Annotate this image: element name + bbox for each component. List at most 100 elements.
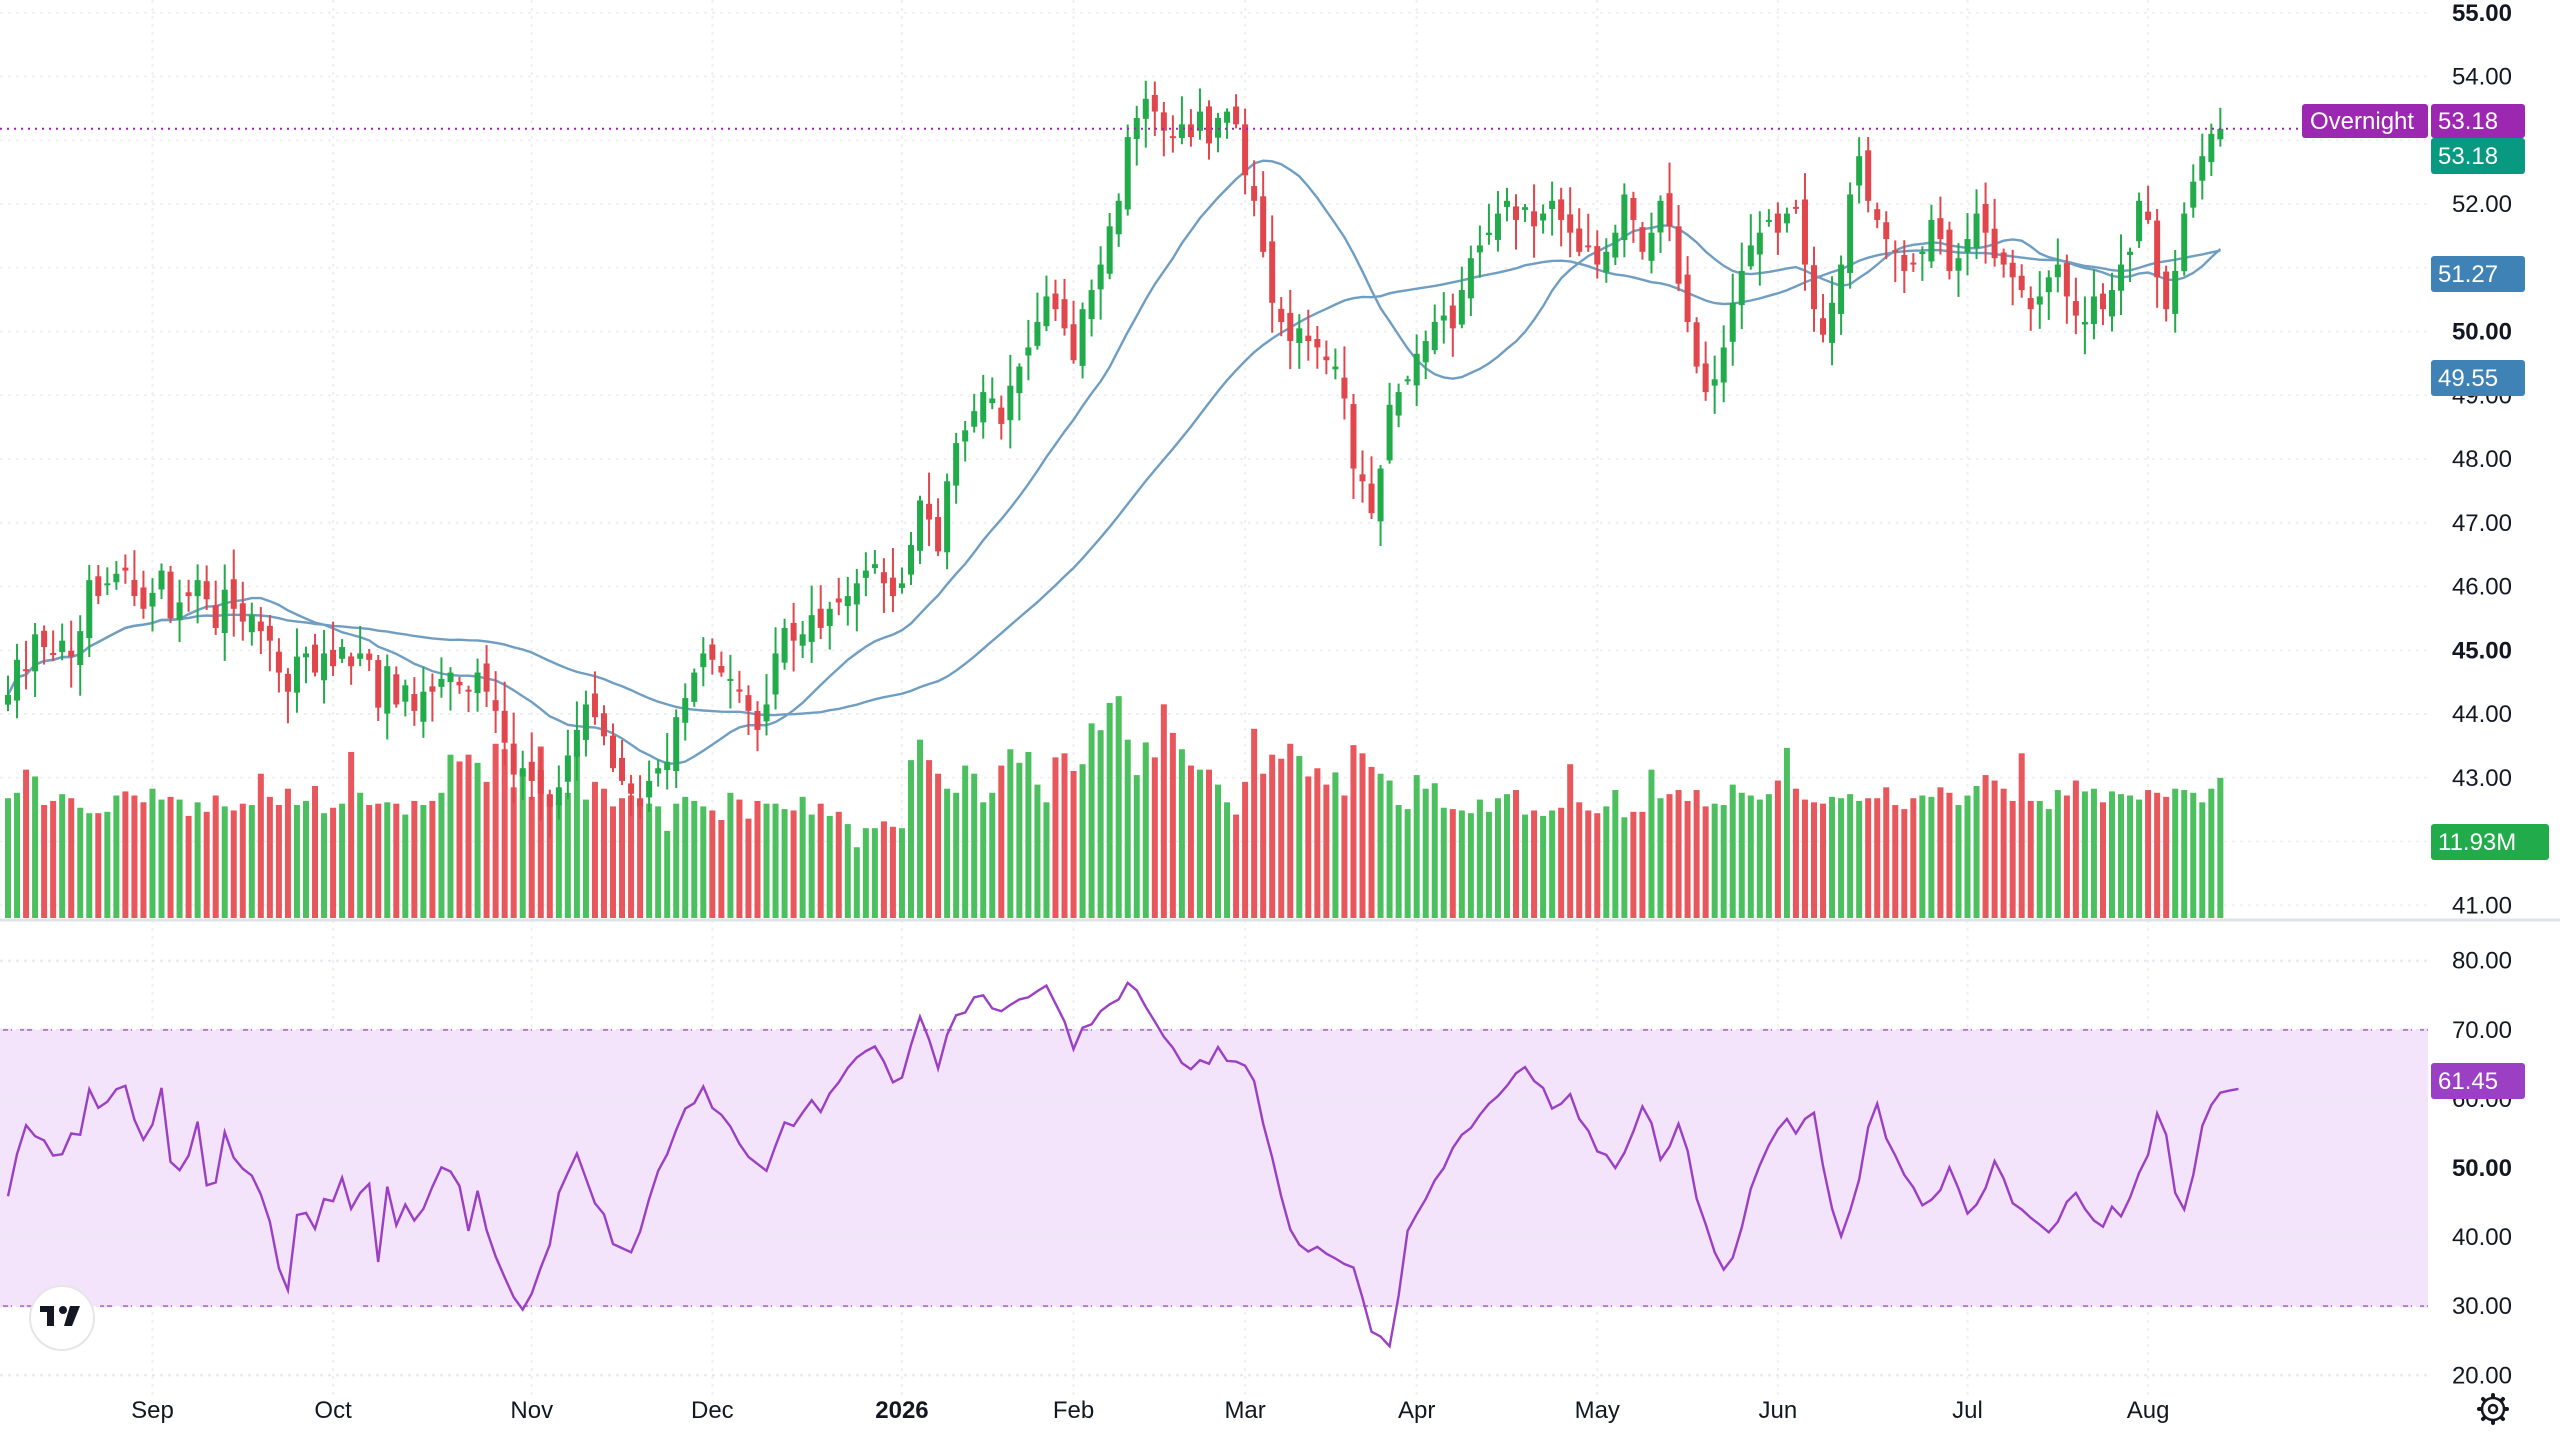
volume-bar xyxy=(302,800,309,918)
candle-body xyxy=(402,685,409,702)
candle-body xyxy=(772,653,779,695)
volume-bars xyxy=(5,696,2224,918)
candle-body xyxy=(321,653,328,681)
volume-bar xyxy=(971,773,978,918)
candle-body xyxy=(1449,305,1456,329)
candle-body xyxy=(1856,156,1863,186)
candle-body xyxy=(790,622,797,641)
rsi-value: 61.45 xyxy=(2438,1068,2498,1095)
candle-body xyxy=(2027,298,2034,310)
candle-body xyxy=(2108,290,2115,317)
volume-bar xyxy=(1458,810,1465,918)
price-axis-label: 55.00 xyxy=(2452,0,2512,27)
candle-body xyxy=(2208,133,2215,163)
candle-body xyxy=(1124,137,1131,210)
volume-bar xyxy=(682,796,689,918)
rsi-axis-label: 50.00 xyxy=(2452,1155,2512,1182)
candle-body xyxy=(1043,296,1050,327)
volume-bar xyxy=(1856,800,1863,918)
overnight-value-bg xyxy=(2431,104,2525,138)
candle-body xyxy=(691,672,698,702)
candle-body xyxy=(817,608,824,628)
volume-bar xyxy=(1792,788,1799,918)
volume-tag: 11.93M xyxy=(2431,824,2549,860)
candle-body xyxy=(1783,213,1790,224)
volume-bar xyxy=(754,800,761,918)
gear-icon[interactable] xyxy=(2477,1393,2509,1425)
candle-body xyxy=(1034,321,1041,346)
tradingview-logo-icon[interactable] xyxy=(29,1285,95,1351)
candle-body xyxy=(700,653,707,668)
candle-body xyxy=(880,572,887,584)
candle-body xyxy=(68,650,75,657)
candle-body xyxy=(1332,366,1339,370)
candle-body xyxy=(2127,251,2134,255)
candle-body xyxy=(447,672,454,683)
volume-bar xyxy=(1513,790,1520,918)
candle-body xyxy=(1025,347,1032,356)
candle-body xyxy=(167,571,174,619)
volume-bar xyxy=(1973,785,1980,918)
candle-body xyxy=(1838,264,1845,314)
ma-slow-tag: 49.55 xyxy=(2431,360,2525,396)
volume-bar xyxy=(2081,791,2088,918)
candle-body xyxy=(1829,302,1836,343)
candle-body xyxy=(1910,262,1917,265)
candle-body xyxy=(754,710,761,730)
candle-body xyxy=(474,672,481,694)
volume-bar xyxy=(1594,813,1601,918)
candle-body xyxy=(158,570,165,590)
volume-bar xyxy=(2217,777,2224,918)
ma-fast-tag: 51.27 xyxy=(2431,256,2525,292)
rsi-band xyxy=(0,1029,2428,1307)
candle-body xyxy=(781,627,788,663)
volume-bar xyxy=(122,791,129,918)
candle-body xyxy=(2009,262,2016,278)
candle-body xyxy=(1494,213,1501,240)
volume-bar xyxy=(2099,802,2106,918)
candle-body xyxy=(1503,200,1510,207)
volume-bar xyxy=(718,820,725,918)
candle-body xyxy=(2000,252,2007,265)
volume-bar xyxy=(1738,792,1745,918)
candle-body xyxy=(483,663,490,692)
volume-bar xyxy=(1829,796,1836,918)
volume-bar xyxy=(1774,780,1781,918)
candle-body xyxy=(1359,474,1366,482)
time-axis[interactable]: Sep Oct Nov Dec 2026 Feb Mar Apr May Jun Jul Aug xyxy=(131,1397,2169,1424)
volume-bar xyxy=(1576,802,1583,918)
volume-bar xyxy=(1820,803,1827,918)
volume-bar xyxy=(763,803,770,918)
candle-body xyxy=(573,729,580,757)
volume-bar xyxy=(312,785,319,918)
volume-bar xyxy=(23,769,30,918)
overnight-label: Overnight xyxy=(2310,108,2414,135)
rsi-line xyxy=(6,980,2239,1349)
rsi-axis-label: 20.00 xyxy=(2452,1362,2512,1389)
candle-body xyxy=(889,577,896,597)
volume-bar xyxy=(465,754,472,918)
volume-bar xyxy=(1666,794,1673,918)
ma-fast-line xyxy=(6,159,2222,765)
candle-body xyxy=(1928,219,1935,262)
candle-body xyxy=(682,698,689,723)
candle-body xyxy=(1413,353,1420,386)
volume-bar xyxy=(880,821,887,918)
candle-body xyxy=(1711,379,1718,386)
candle-body xyxy=(1169,136,1176,139)
candle-body xyxy=(1955,258,1962,271)
volume-bar xyxy=(2036,800,2043,918)
candle-body xyxy=(1594,246,1601,265)
candle-body xyxy=(1368,483,1375,514)
candle-body xyxy=(926,503,933,520)
volume-bar xyxy=(1558,807,1565,918)
candle-body xyxy=(420,691,427,722)
candle-body xyxy=(275,651,282,673)
time-axis-label: Feb xyxy=(1053,1397,1094,1424)
volume-bar xyxy=(1847,794,1854,918)
volume-bar xyxy=(1711,803,1718,918)
volume-bar xyxy=(926,760,933,918)
candle-body xyxy=(1431,321,1438,351)
